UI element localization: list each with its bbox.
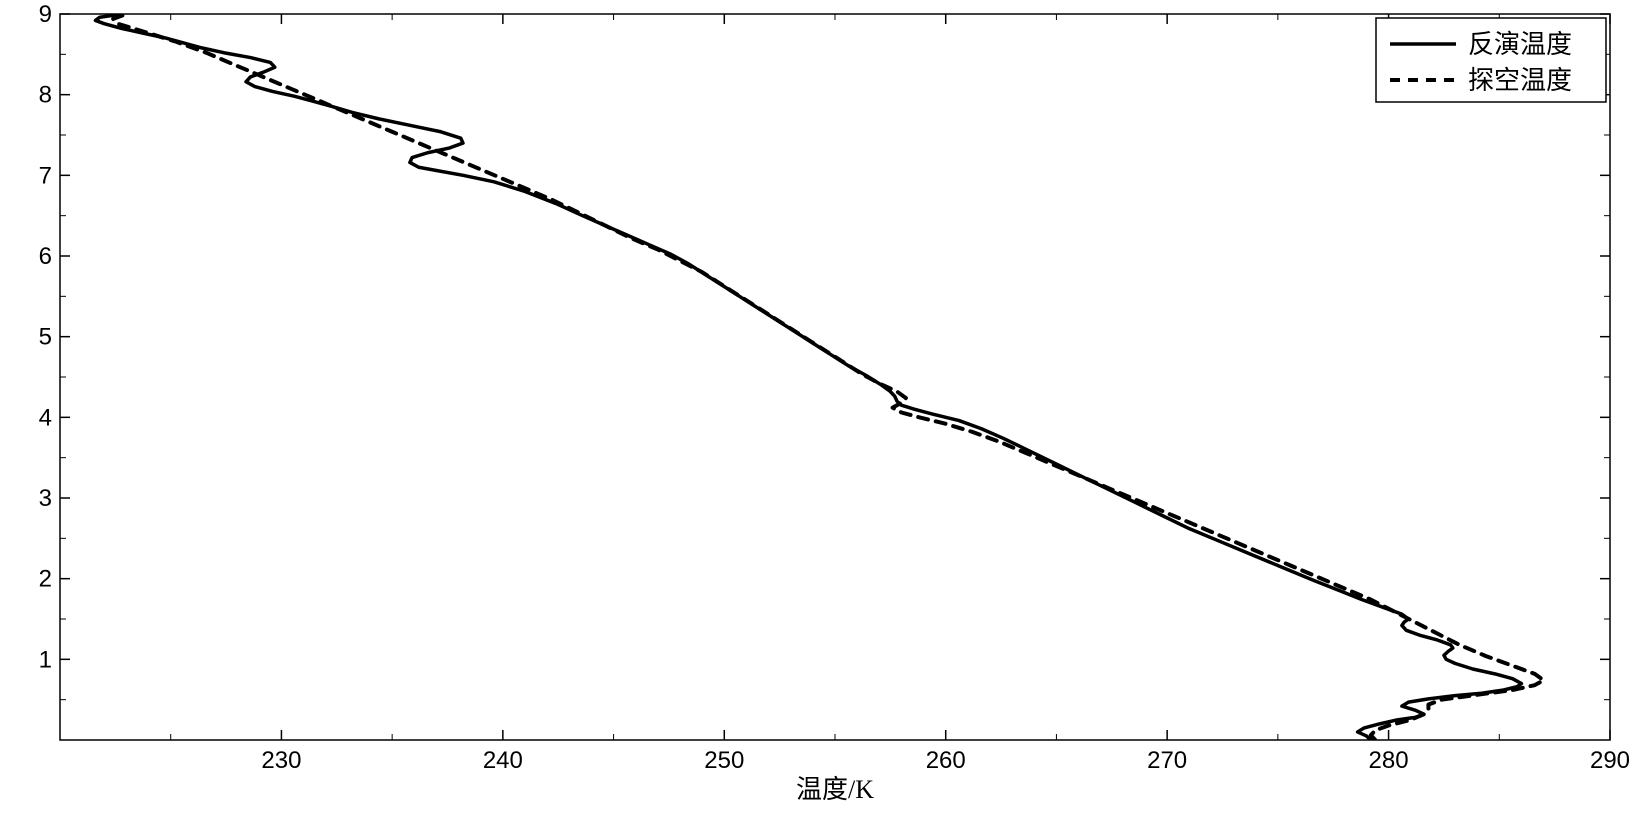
- legend: 反演温度探空温度: [1376, 18, 1606, 102]
- ytick-label: 4: [39, 404, 52, 431]
- legend-label: 探空温度: [1468, 66, 1572, 95]
- ytick-label: 6: [39, 243, 52, 270]
- x-axis-title: 温度/K: [796, 775, 874, 804]
- xtick-label: 290: [1590, 747, 1630, 774]
- xtick-label: 240: [483, 747, 523, 774]
- ytick-label: 9: [39, 1, 52, 28]
- xtick-label: 230: [261, 747, 301, 774]
- xtick-label: 280: [1369, 747, 1409, 774]
- chart-container: 230 240 250 260 270 280 290 1 2 3 4 5 6 7 8 9 温度/K 反演温度探空…: [0, 0, 1632, 816]
- legend-label: 反演温度: [1468, 30, 1572, 59]
- ytick-label: 1: [39, 646, 52, 673]
- xtick-label: 270: [1147, 747, 1187, 774]
- xtick-label: 260: [926, 747, 966, 774]
- ytick-label: 2: [39, 566, 52, 593]
- ytick-label: 5: [39, 324, 52, 351]
- ytick-label: 3: [39, 485, 52, 512]
- ytick-label: 7: [39, 162, 52, 189]
- ytick-label: 8: [39, 82, 52, 109]
- chart-svg: 230 240 250 260 270 280 290 1 2 3 4 5 6 7 8 9 温度/K 反演温度探空…: [0, 0, 1632, 816]
- xtick-label: 250: [704, 747, 744, 774]
